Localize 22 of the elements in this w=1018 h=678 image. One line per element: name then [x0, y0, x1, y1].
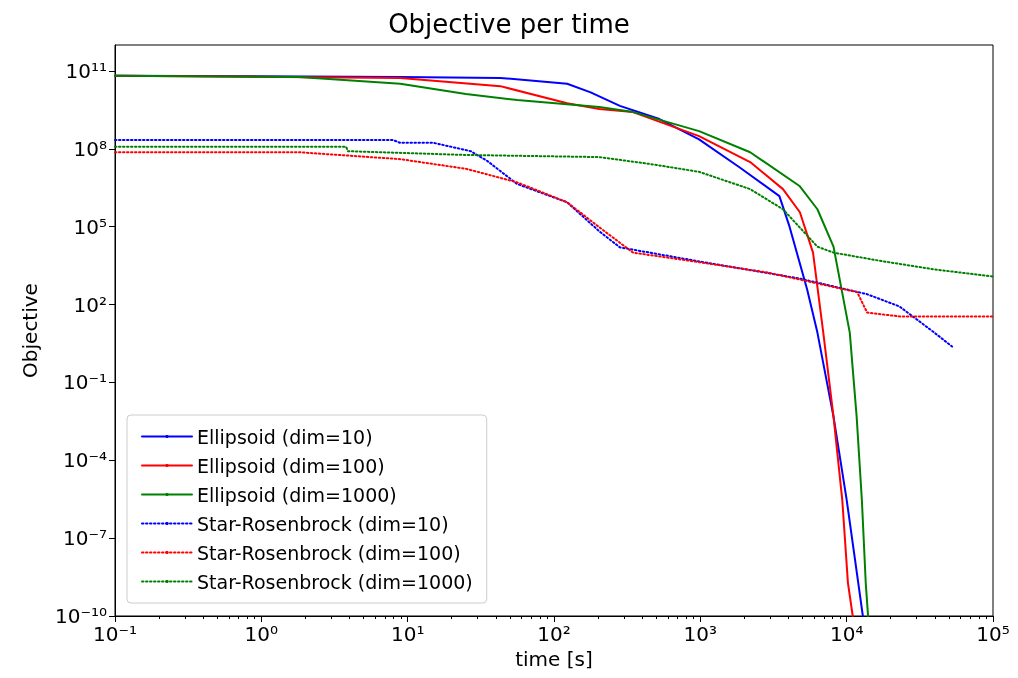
legend-label: Ellipsoid (dim=100) [197, 454, 385, 477]
x-tick-label: 10⁵ [976, 622, 1010, 646]
x-tick-label: 10⁴ [829, 622, 864, 646]
x-tick-label: 10² [537, 622, 571, 646]
legend-label: Star-Rosenbrock (dim=1000) [197, 570, 473, 593]
legend-label: Star-Rosenbrock (dim=100) [197, 541, 461, 564]
y-tick-label: 10⁵ [73, 214, 107, 239]
y-tick-label: 10² [73, 292, 107, 317]
y-tick-label: 10⁸ [73, 136, 107, 161]
y-tick-label: 10⁻⁴ [62, 448, 107, 473]
y-tick-label: 10¹¹ [65, 58, 107, 83]
y-axis-title: Objective [18, 283, 42, 378]
legend-label: Star-Rosenbrock (dim=10) [197, 512, 449, 535]
legend-label: Ellipsoid (dim=10) [197, 425, 373, 448]
y-tick-label: 10⁻¹ [62, 370, 107, 395]
chart-title: Objective per time [388, 9, 630, 39]
x-tick-label: 10¹ [390, 622, 425, 646]
x-tick-label: 10³ [683, 622, 718, 646]
y-tick-label: 10⁻⁷ [62, 526, 107, 551]
legend-label: Ellipsoid (dim=1000) [197, 483, 397, 506]
x-tick-label: 10⁰ [244, 622, 279, 646]
x-axis-title: time [s] [515, 646, 593, 671]
